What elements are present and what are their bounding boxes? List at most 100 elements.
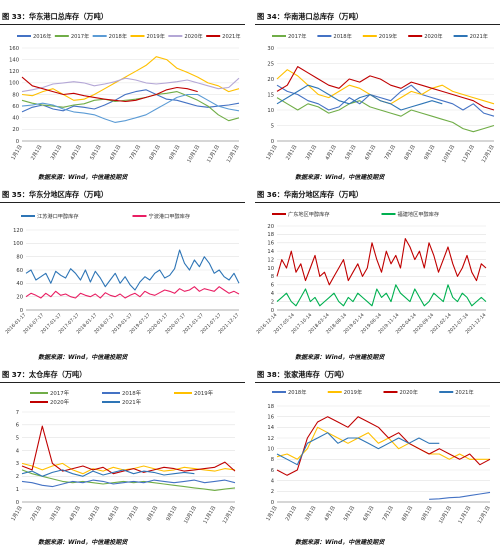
series-line <box>21 89 240 113</box>
y-tick-label: 8 <box>271 457 274 463</box>
panel-34: 图 34：华南港口总库存（万吨） 2017年 2018年 2019年 2020年 202… <box>255 12 500 182</box>
series-line <box>276 97 495 133</box>
x-tick-label: 3月1日 <box>305 144 318 161</box>
y-tick-label: 10 <box>267 108 274 114</box>
source-note: 数据来源：Wind，中信建投期货 <box>295 354 385 361</box>
y-tick-label: 10 <box>267 266 274 272</box>
series-line <box>276 84 495 117</box>
legend-label: 2017年 <box>50 389 70 397</box>
legend-label: 2021年 <box>455 388 473 396</box>
x-tick-label: 12月1日 <box>222 505 237 525</box>
y-tick-label: 3 <box>16 461 19 467</box>
x-tick-label: 10月1日 <box>183 505 198 525</box>
x-tick-label: 8月1日 <box>403 144 416 161</box>
x-tick-label: 2月1日 <box>30 505 43 522</box>
y-tick-label: 80 <box>12 92 19 98</box>
y-tick-label: 5 <box>16 436 19 442</box>
x-tick-label: 2月1日 <box>30 144 43 161</box>
legend-label: 福建地区甲醇库存 <box>398 210 440 218</box>
x-tick-label: 7月1日 <box>127 505 140 522</box>
y-tick-label: 12 <box>267 257 274 263</box>
legend-label: 2020年 <box>184 32 202 40</box>
series-line <box>21 93 240 123</box>
y-tick-label: 0 <box>271 500 274 506</box>
y-tick-label: 60 <box>12 104 19 110</box>
legend: 广东地区甲醇库存 福建地区甲醇库存 <box>272 210 439 218</box>
x-tick-label: 4月1日 <box>325 144 338 161</box>
x-tick-label: 4月1日 <box>323 505 336 522</box>
y-tick-label: 120 <box>13 228 23 234</box>
x-tick-label: 3月1日 <box>49 505 62 522</box>
legend-label: 2016年 <box>33 32 51 40</box>
legend-label: 2019年 <box>379 32 397 40</box>
y-tick-label: 0 <box>271 139 274 145</box>
chart-title: 图 37：太仓库存（万吨） <box>2 370 87 379</box>
legend-label: 广东地区甲醇库存 <box>288 210 330 218</box>
x-tick-label: 5月1日 <box>343 505 356 522</box>
series-line <box>429 491 491 500</box>
y-tick-label: 80 <box>16 254 23 260</box>
x-tick-label: 5月1日 <box>88 505 101 522</box>
y-tick-label: 0 <box>20 308 23 314</box>
legend-label: 2021年 <box>222 32 240 40</box>
panel-33: 图 33：华东港口总库存（万吨） 2016年 2017年 2018年 2019年 202… <box>0 12 245 182</box>
x-tick-label: 8月1日 <box>146 505 159 522</box>
x-tick-label: 12月1日 <box>226 144 241 164</box>
chart-title: 图 38：张家港库存（万吨） <box>257 370 349 379</box>
series-line <box>276 66 495 111</box>
y-tick-label: 8 <box>271 274 274 280</box>
x-tick-label: 7月1日 <box>129 144 142 161</box>
x-tick-label: 12月1日 <box>477 505 492 525</box>
series-line <box>21 469 195 477</box>
x-tick-label: 1月1日 <box>265 505 278 522</box>
y-tick-label: 6 <box>271 283 274 289</box>
series-line <box>21 56 240 101</box>
x-tick-label: 11月1日 <box>206 144 221 164</box>
panel-36: 图 36：华南分地区库存（万吨） 广东地区甲醇库存 福建地区甲醇库存 0 2 4 6 8 10… <box>255 190 500 350</box>
legend: 2017年 2018年 2019年 2020年 2021年 <box>30 389 214 406</box>
y-tick-label: 20 <box>267 224 274 230</box>
x-tick-label: 9月1日 <box>423 144 436 161</box>
x-tick-label: 10月1日 <box>186 144 201 164</box>
legend-label: 宁波港口甲醇库存 <box>149 212 191 220</box>
series-line <box>21 77 240 93</box>
series-line <box>276 238 487 286</box>
x-tick-label: 6月1日 <box>107 505 120 522</box>
legend-label: 2018年 <box>122 389 142 397</box>
x-tick-label: 11月1日 <box>461 144 476 164</box>
chart-38: 2018年 2019年 2020年 2021年 0 2 4 6 8 10 12 14 16 18 1月1日 2… <box>265 388 492 525</box>
y-tick-label: 7 <box>16 410 19 416</box>
x-tick-label: 11月1日 <box>202 505 217 525</box>
x-tick-label: 4月1日 <box>70 144 83 161</box>
series-line <box>21 479 236 488</box>
legend-label: 2018年 <box>109 32 127 40</box>
y-tick-label: 16 <box>267 241 274 247</box>
legend: 2017年 2018年 2019年 2020年 2021年 <box>272 32 488 40</box>
y-tick-label: 40 <box>12 116 19 122</box>
x-tick-label: 6月1日 <box>362 505 375 522</box>
chart-title: 图 34：华南港口总库存（万吨） <box>257 12 363 21</box>
y-tick-label: 4 <box>271 478 275 484</box>
legend: 2018年 2019年 2020年 2021年 <box>272 388 474 396</box>
y-tick-label: 6 <box>271 468 274 474</box>
y-tick-label: 15 <box>267 92 274 98</box>
legend: 江苏港口甲醇库存 宁波港口甲醇库存 <box>21 212 190 220</box>
y-tick-label: 12 <box>267 436 274 442</box>
legend-label: 2017年 <box>288 32 306 40</box>
y-tick-label: 160 <box>9 46 19 52</box>
legend-label: 2018年 <box>288 388 306 396</box>
x-tick-label: 3月1日 <box>50 144 63 161</box>
source-note: 数据来源：Wind，中信建投期货 <box>295 539 385 546</box>
x-tick-label: 6月1日 <box>109 144 122 161</box>
y-tick-label: 16 <box>267 414 274 420</box>
y-tick-label: 1 <box>16 487 19 493</box>
x-tick-label: 1月1日 <box>265 144 278 161</box>
series-line <box>21 425 236 475</box>
chart-33: 2016年 2017年 2018年 2019年 2020年 2021年 0 20 40 60 80 1… <box>9 32 241 164</box>
x-tick-label: 9月1日 <box>168 144 181 161</box>
y-tick-label: 100 <box>9 81 19 87</box>
y-tick-label: 10 <box>267 446 274 452</box>
y-tick-label: 140 <box>9 57 19 63</box>
x-tick-label: 1月1日 <box>10 144 23 161</box>
y-tick-label: 0 <box>271 308 274 314</box>
